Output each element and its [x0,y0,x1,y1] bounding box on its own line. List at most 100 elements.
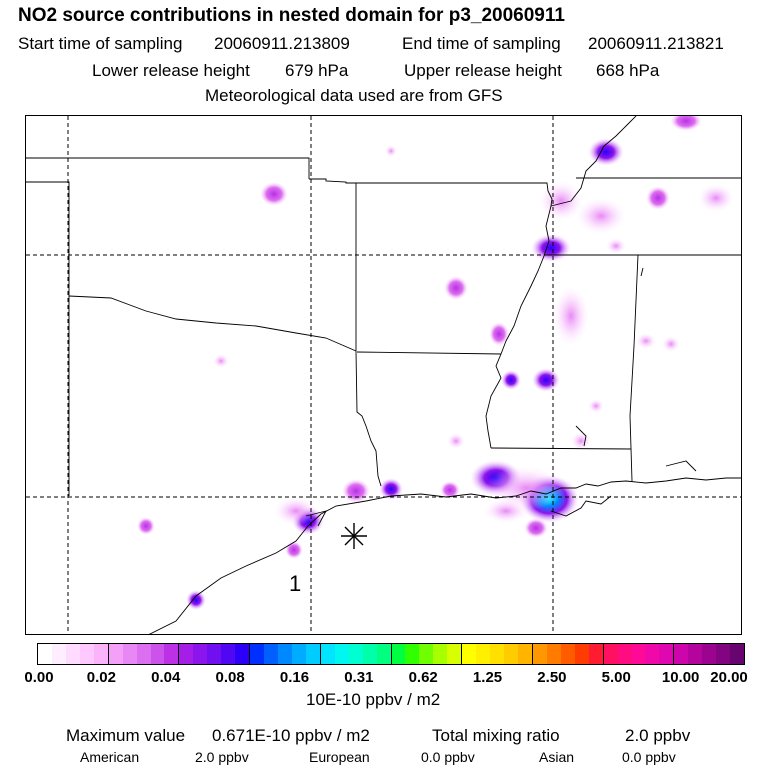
color-scale-swatch [617,644,632,664]
color-scale-swatch [79,644,94,664]
color-scale-swatch [38,644,52,664]
asian-value: 0.0 ppbv [622,749,676,765]
color-scale-swatch [136,644,151,664]
upper-release-value: 668 hPa [596,61,660,80]
color-scale-tick-label: 20.00 [710,669,748,686]
color-scale-swatch [730,644,745,664]
total-mixing-label: Total mixing ratio [432,726,560,745]
color-scale-tick-label: 2.50 [537,669,567,686]
color-scale-swatch [348,644,363,664]
color-scale-swatch [150,644,165,664]
color-scale-tick-label: 5.00 [601,669,631,686]
color-scale-swatch [688,644,703,664]
max-value-label: Maximum value [66,726,186,745]
color-scale-swatch [504,644,518,664]
color-scale-swatch [122,644,137,664]
color-scale-tick-label: 0.16 [279,669,310,686]
color-scale-swatch [334,644,349,664]
american-value: 2.0 ppbv [195,749,249,765]
color-scale-tick-label: 0.00 [24,669,54,686]
color-scale-tick-label: 0.08 [215,669,245,686]
color-scale-swatch [433,644,448,664]
american-label: American [80,749,140,765]
color-scale-swatch [65,644,80,664]
color-scale-segment [320,644,392,664]
color-scale-swatch [193,644,208,664]
color-scale-bar [37,643,745,665]
lower-release-label: Lower release height [92,61,250,80]
color-scale-segment [38,644,109,664]
color-scale-tick-label: 1.25 [472,669,503,686]
color-scale-swatch [560,644,575,664]
color-scale-swatch [419,644,434,664]
color-scale-unit: 10E-10 ppbv / m2 [306,690,441,709]
color-scale-swatch [490,644,505,664]
color-scale-swatch [376,644,391,664]
end-time-value: 20060911.213821 [588,34,724,53]
map-panel: 1 [25,115,742,635]
max-value-value: 0.671E-10 ppbv / m2 [212,726,370,745]
color-scale-swatch [391,644,406,664]
total-mixing-value: 2.0 ppbv [625,726,691,745]
color-scale-swatch [674,644,689,664]
color-scale-swatch [93,644,108,664]
color-scale-swatch [250,644,265,664]
asian-label: Asian [539,749,575,765]
end-time-label: End time of sampling [402,34,561,53]
map-canvas [26,116,741,634]
plot-title: NO2 source contributions in nested domai… [18,5,565,26]
color-scale-swatch [532,644,547,664]
lower-release-value: 679 hPa [285,61,349,80]
color-scale-swatch [405,644,420,664]
color-scale-swatch [291,644,306,664]
color-scale-swatch [264,644,278,664]
color-scale-segment [250,644,321,664]
color-scale-swatch [305,644,320,664]
color-scale-swatch [179,644,194,664]
color-scale-swatch [574,644,589,664]
color-scale-swatch [277,644,292,664]
receptor-number-label: 1 [289,571,302,596]
color-scale-swatch [362,644,377,664]
european-value: 0.0 ppbv [421,749,475,765]
color-scale-swatch [603,644,618,664]
european-label: European [309,749,370,765]
color-scale-swatch [164,644,179,664]
color-scale-segment [674,644,745,664]
concentration-plumes [137,116,734,610]
lat-lon-grid [26,116,741,634]
color-scale-segment [603,644,675,664]
color-scale-swatch [221,644,236,664]
color-scale-swatch [702,644,717,664]
political-boundaries [26,116,741,634]
color-scale-tick-label: 0.31 [344,669,374,686]
color-scale-swatch [631,644,646,664]
color-scale-tick-label: 0.62 [408,669,438,686]
start-time-label: Start time of sampling [18,34,183,53]
color-scale-swatch [447,644,462,664]
upper-release-label: Upper release height [404,61,562,80]
color-scale-swatch [546,644,561,664]
color-scale-swatch [207,644,222,664]
color-scale-swatch [462,644,477,664]
color-scale-tick-label: 10.00 [661,669,700,686]
color-scale-swatch [716,644,731,664]
color-scale-segment [391,644,463,664]
color-scale-swatch [51,644,66,664]
color-scale-swatch [659,644,674,664]
color-scale-swatch [108,644,123,664]
color-scale-segment [462,644,533,664]
color-scale-swatch [235,644,250,664]
color-scale-swatch [588,644,603,664]
color-scale-swatch [645,644,660,664]
receptor-asterisk-icon [341,523,367,549]
color-scale-swatch [517,644,532,664]
color-scale-swatch [476,644,491,664]
color-scale-segment [179,644,251,664]
color-scale-tick-label: 0.02 [86,669,116,686]
color-scale-tick-label: 0.04 [151,669,181,686]
color-scale-segment [108,644,180,664]
start-time-value: 20060911.213809 [214,34,350,53]
met-data-line: Meteorological data used are from GFS [205,86,503,105]
color-scale-segment [532,644,604,664]
